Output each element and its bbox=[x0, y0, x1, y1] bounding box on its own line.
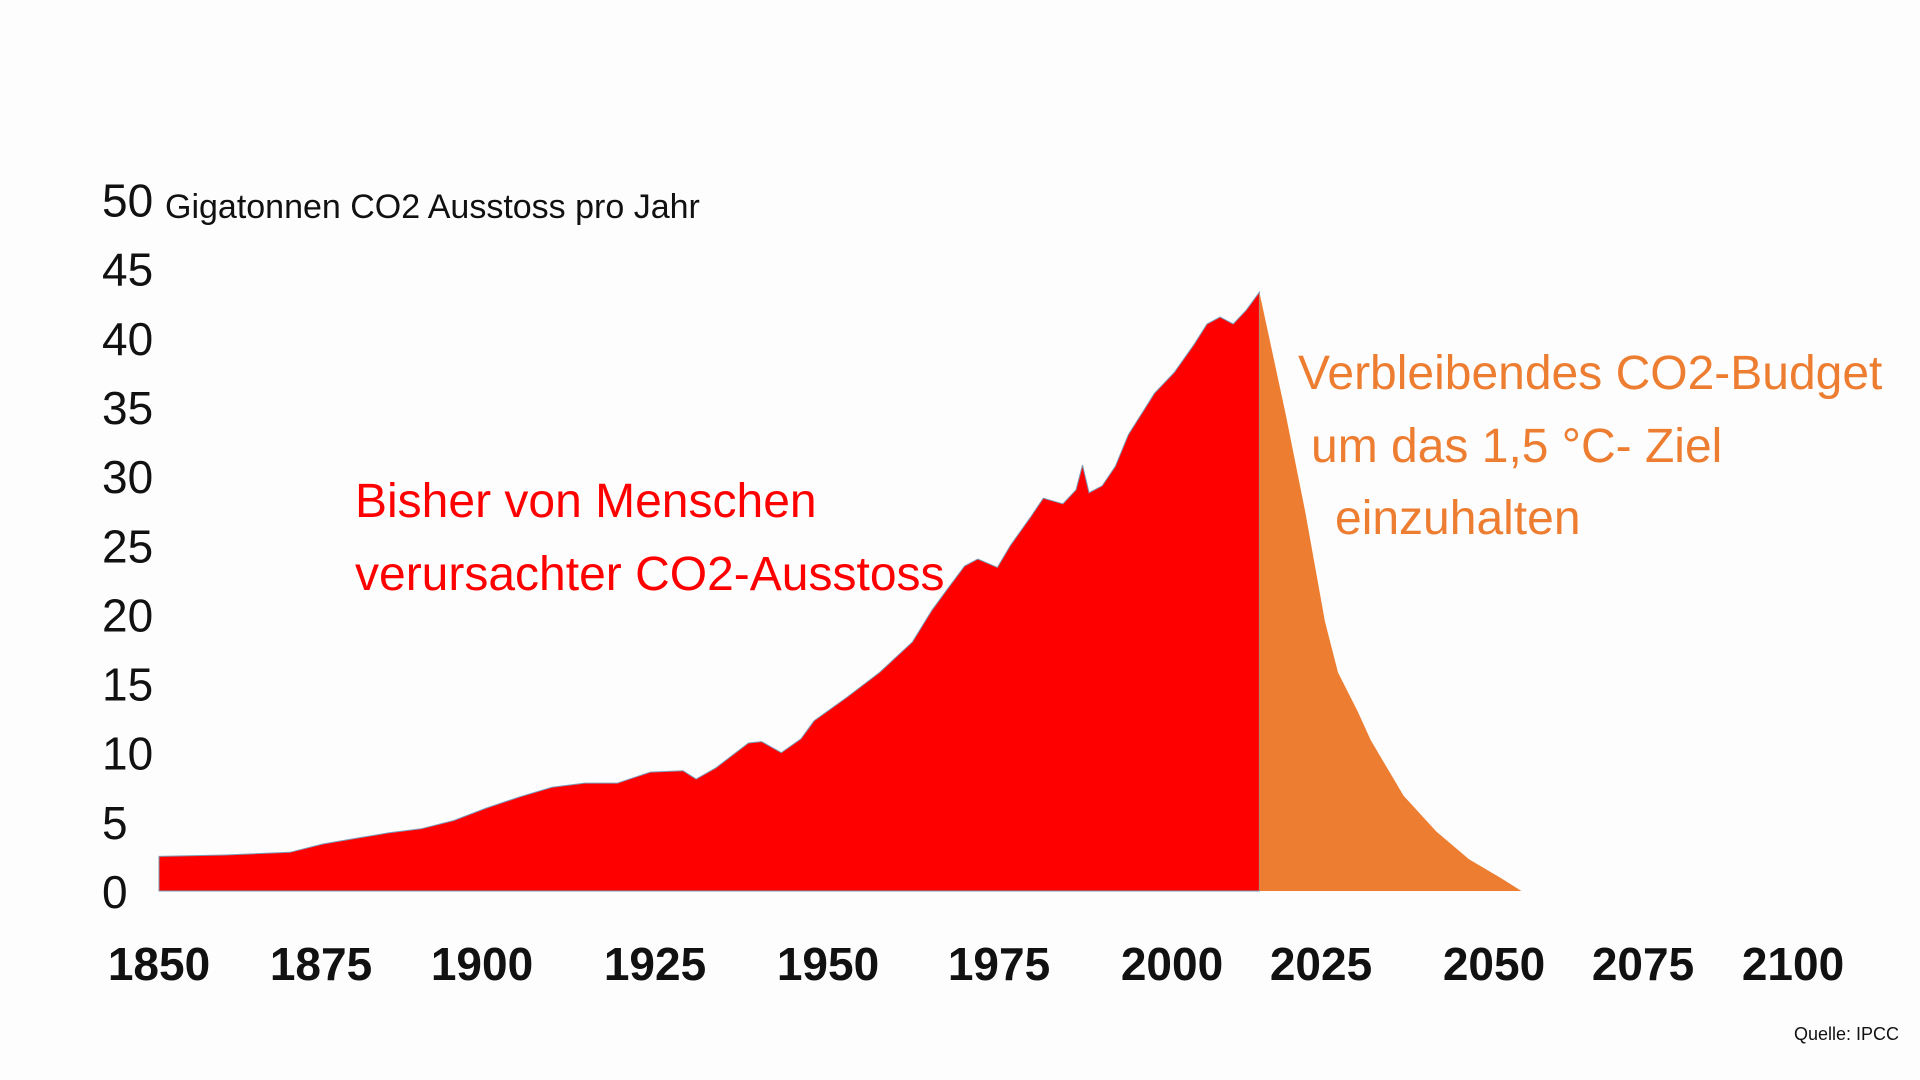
y-tick-label: 10 bbox=[102, 728, 153, 780]
x-tick-label: 2100 bbox=[1742, 938, 1844, 990]
x-tick-label: 2000 bbox=[1121, 938, 1223, 990]
y-tick-label: 0 bbox=[102, 866, 128, 918]
x-tick-label: 2050 bbox=[1443, 938, 1545, 990]
x-axis-ticks: 1850 1875 1900 1925 1950 1975 2000 2025 2050 2075… bbox=[108, 938, 1844, 990]
x-tick-label: 1975 bbox=[948, 938, 1050, 990]
y-tick-label: 25 bbox=[102, 520, 153, 572]
y-tick-label: 45 bbox=[102, 244, 153, 296]
y-tick-label: 30 bbox=[102, 451, 153, 503]
x-tick-label: 2025 bbox=[1270, 938, 1372, 990]
y-tick-label: 50 bbox=[102, 175, 153, 227]
source-note: Quelle: IPCC bbox=[1794, 1024, 1899, 1044]
annotation-budget-line3: einzuhalten bbox=[1335, 492, 1581, 545]
annotation-budget-line2: um das 1,5 °C- Ziel bbox=[1311, 420, 1722, 473]
y-tick-label: 5 bbox=[102, 797, 128, 849]
x-tick-label: 1925 bbox=[604, 938, 706, 990]
annotation-historic-line2: verursachter CO2-Ausstoss bbox=[355, 548, 945, 601]
historic-emissions-area bbox=[158, 290, 1260, 892]
y-tick-label: 15 bbox=[102, 659, 153, 711]
x-tick-label: 1850 bbox=[108, 938, 210, 990]
y-tick-label: 20 bbox=[102, 589, 153, 641]
annotation-budget-line1: Verbleibendes CO2-Budget bbox=[1298, 347, 1882, 400]
y-axis-label: Gigatonnen CO2 Ausstoss pro Jahr bbox=[165, 188, 700, 226]
x-tick-label: 2075 bbox=[1592, 938, 1694, 990]
x-tick-label: 1875 bbox=[270, 938, 372, 990]
x-tick-label: 1950 bbox=[777, 938, 879, 990]
remaining-budget-area bbox=[1259, 292, 1522, 891]
plot-areas bbox=[158, 290, 1522, 892]
y-tick-label: 40 bbox=[102, 313, 153, 365]
y-axis-ticks: 0 5 10 15 20 25 30 35 40 45 50 bbox=[102, 175, 153, 919]
annotation-historic-line1: Bisher von Menschen bbox=[355, 475, 817, 528]
y-tick-label: 35 bbox=[102, 382, 153, 434]
x-tick-label: 1900 bbox=[431, 938, 533, 990]
